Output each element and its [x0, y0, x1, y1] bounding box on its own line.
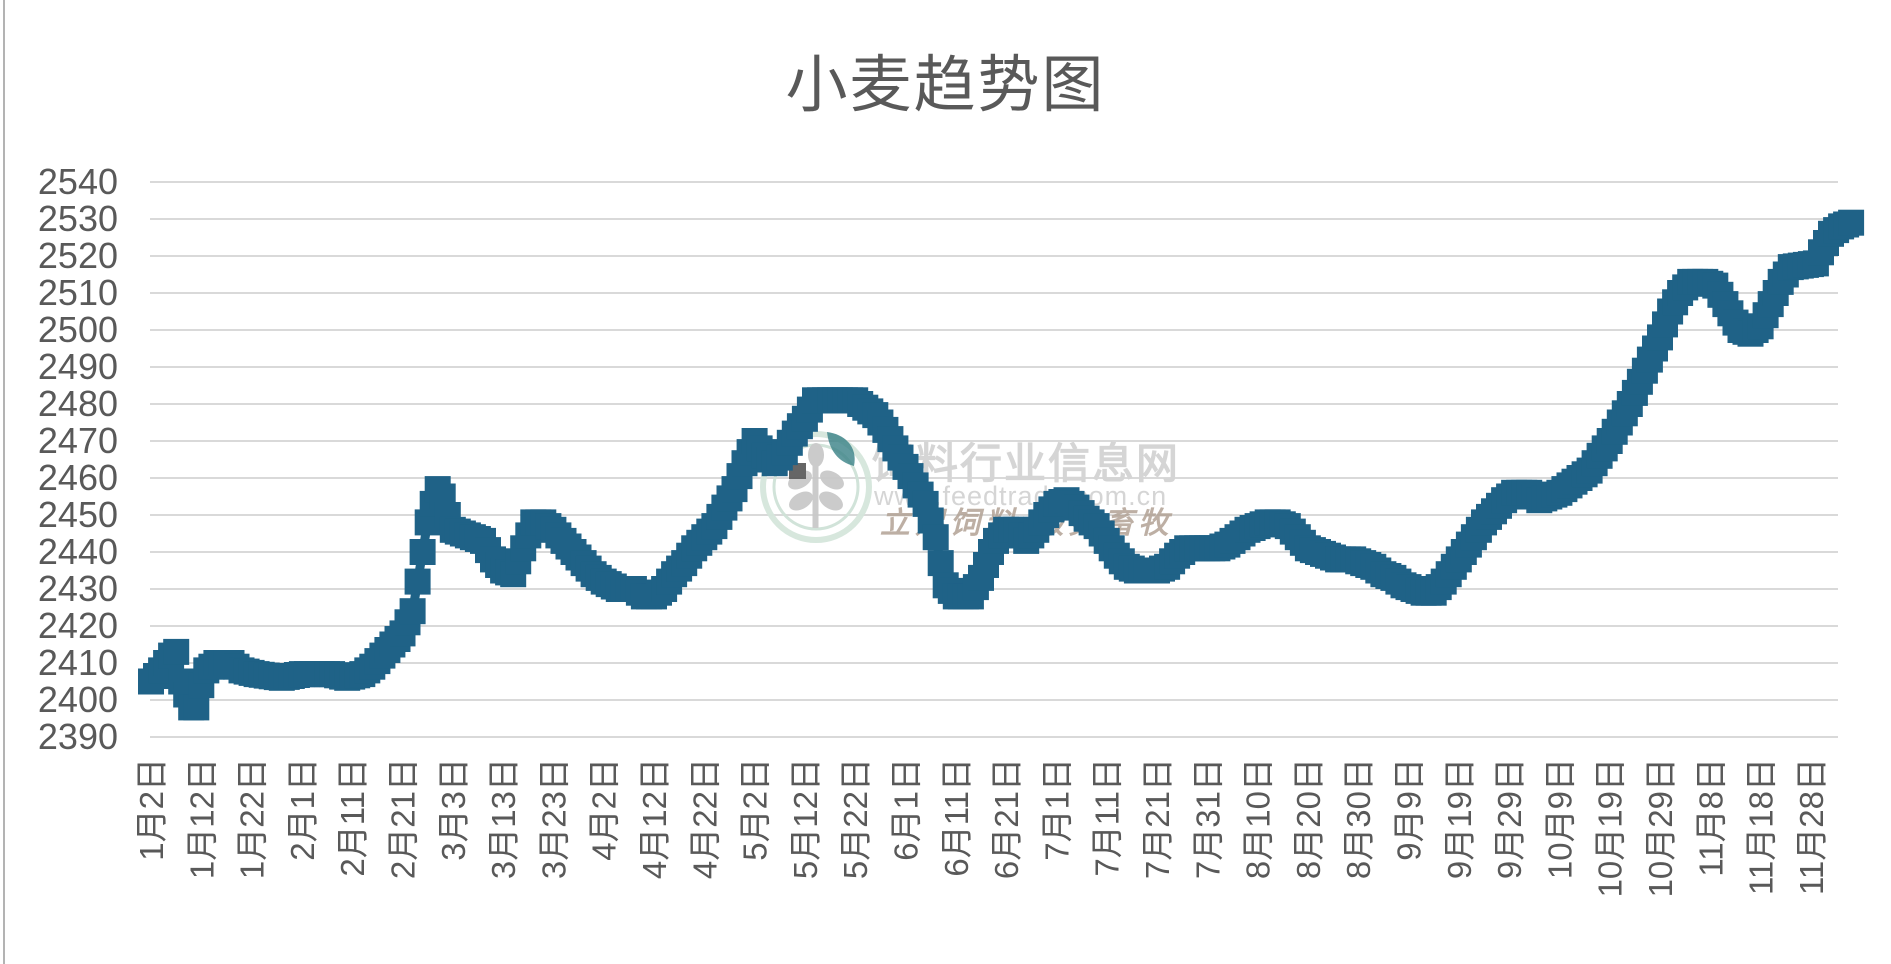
x-tick-label: 4月12日 [636, 758, 673, 879]
x-tick-label: 1月22日 [234, 758, 271, 879]
x-tick-label: 5月12日 [787, 758, 824, 879]
x-tick-label: 1月2日 [133, 758, 170, 861]
price-point-marker [922, 524, 949, 551]
y-tick-label: 2390 [38, 716, 118, 757]
y-tick-label: 2470 [38, 420, 118, 461]
price-point-marker [183, 694, 210, 721]
chart-title: 小麦趋势图 [785, 51, 1106, 120]
x-tick-label: 8月30日 [1340, 758, 1377, 879]
y-tick-label: 2520 [38, 235, 118, 276]
x-tick-label: 9月19日 [1441, 758, 1478, 879]
y-tick-label: 2490 [38, 346, 118, 387]
x-tick-label: 7月1日 [1038, 758, 1075, 861]
x-tick-label: 3月3日 [435, 758, 472, 861]
y-tick-label: 2440 [38, 531, 118, 572]
y-tick-label: 2460 [38, 457, 118, 498]
x-tick-label: 2月11日 [334, 758, 371, 877]
x-tick-label: 11月28日 [1793, 758, 1830, 895]
x-tick-label: 5月22日 [837, 758, 874, 879]
x-tick-label: 2月1日 [284, 758, 321, 861]
x-tick-label: 5月2日 [737, 758, 774, 861]
logo-wheat-stem-icon [812, 452, 819, 528]
price-point-marker [404, 568, 431, 595]
page-left-border [3, 0, 5, 964]
price-series-layer [138, 209, 1865, 721]
x-tick-label: 6月11日 [938, 758, 975, 877]
y-tick-label: 2510 [38, 272, 118, 313]
y-tick-label: 2500 [38, 309, 118, 350]
price-point-marker [409, 539, 436, 565]
logo-wheat-head-icon [808, 443, 824, 467]
price-point-marker [927, 550, 954, 577]
y-tick-label: 2450 [38, 494, 118, 535]
x-tick-label: 7月31日 [1189, 758, 1226, 879]
x-tick-label: 4月2日 [586, 758, 623, 861]
x-tick-label: 8月10日 [1240, 758, 1277, 879]
x-tick-label: 3月23日 [535, 758, 572, 879]
logo-leaf-right-icon [827, 432, 855, 466]
x-tick-label: 7月21日 [1139, 758, 1176, 879]
x-tick-label: 9月29日 [1491, 758, 1528, 879]
y-tick-label: 2400 [38, 679, 118, 720]
x-tick-label: 8月20日 [1290, 758, 1327, 879]
y-tick-label: 2410 [38, 642, 118, 683]
x-tick-label: 4月22日 [686, 758, 723, 879]
logo-wheat-leaf-icon [789, 491, 813, 511]
y-tick-label: 2540 [38, 161, 118, 202]
x-tick-label: 1月12日 [183, 758, 220, 879]
x-tick-label: 11月8日 [1692, 758, 1729, 877]
x-tick-label: 3月13日 [485, 758, 522, 879]
logo-outer-ring-icon [760, 431, 872, 543]
x-tick-label: 6月1日 [888, 758, 925, 861]
price-point-marker [1838, 209, 1865, 236]
x-tick-label: 10月9日 [1541, 758, 1578, 879]
price-point-marker [399, 598, 426, 625]
logo-wheat-leaf-icon [819, 491, 843, 511]
x-tick-label: 6月21日 [988, 758, 1025, 879]
y-tick-label: 2480 [38, 383, 118, 424]
y-tick-label: 2430 [38, 568, 118, 609]
y-axis-labels: 2540253025202510250024902480247024602450… [38, 161, 118, 757]
x-axis-labels: 1月2日 1月12日 1月22日 2月1日 2月11日 2月21日 3月3日 3月13日 3月2… [133, 758, 1830, 897]
logo-wheat-leaf-icon [820, 470, 844, 490]
x-tick-label: 11月18日 [1743, 758, 1780, 895]
x-tick-label: 7月11日 [1089, 758, 1126, 877]
x-tick-label: 10月29日 [1642, 758, 1679, 897]
watermark: 饲料行业信息网 www.feedtrade.com.cn 立足饲料 服务畜牧 [760, 431, 1178, 543]
y-tick-label: 2530 [38, 198, 118, 239]
y-tick-label: 2420 [38, 605, 118, 646]
x-tick-label: 2月21日 [385, 758, 422, 879]
logo-dark-grain-icon [789, 463, 806, 479]
x-tick-label: 9月9日 [1391, 758, 1428, 861]
price-point-marker [163, 638, 190, 665]
x-tick-label: 10月19日 [1592, 758, 1629, 897]
